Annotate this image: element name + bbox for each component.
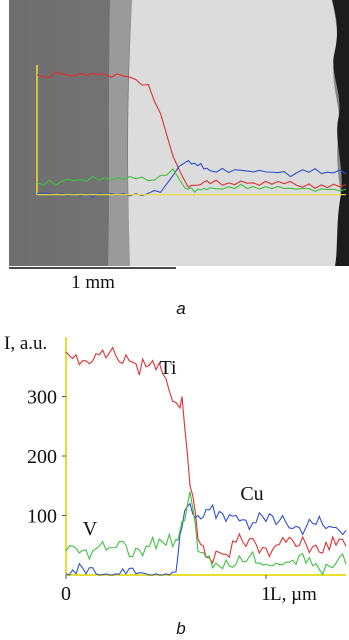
mount-dark-region	[332, 0, 349, 266]
chart-b-labels: I, a.u. L, µm Ti Cu V	[4, 333, 317, 605]
y-tick-label: 300	[27, 387, 57, 409]
series-label-ti: Ti	[159, 357, 177, 379]
series-line-ti	[65, 346, 347, 565]
panel-a-series-line-1	[36, 71, 347, 190]
panel-a-series-line-3	[36, 168, 347, 193]
scale-bar-label: 1 mm	[71, 272, 115, 293]
x-tick-label: 0	[61, 583, 71, 605]
panel-a-micrograph: 1 mm a	[9, 0, 349, 318]
chart-a-profiles	[36, 71, 347, 198]
series-label-v: V	[83, 518, 98, 540]
panel-b-caption: b	[176, 619, 185, 638]
series-line-cu	[65, 502, 347, 576]
x-axis-label: L, µm	[270, 584, 317, 605]
y-tick-label: 100	[27, 506, 57, 528]
series-label-cu: Cu	[240, 483, 263, 505]
panel-a-series-line-2	[36, 159, 347, 198]
panel-b-chart: 100 200 300 0 1 I, a.u. L, µm Ti Cu V b	[4, 333, 347, 638]
chart-b-axes: 100 200 300 0 1	[27, 337, 346, 605]
y-axis-label: I, a.u.	[4, 333, 47, 354]
series-line-v	[65, 491, 347, 576]
transition-zone	[108, 0, 132, 266]
coating-layer	[128, 0, 342, 266]
x-tick-label: 1	[261, 583, 271, 605]
substrate-dark-band	[9, 0, 114, 266]
y-tick-label: 200	[27, 446, 57, 468]
panel-a-caption: a	[176, 299, 185, 318]
chart-b-series	[65, 346, 347, 576]
